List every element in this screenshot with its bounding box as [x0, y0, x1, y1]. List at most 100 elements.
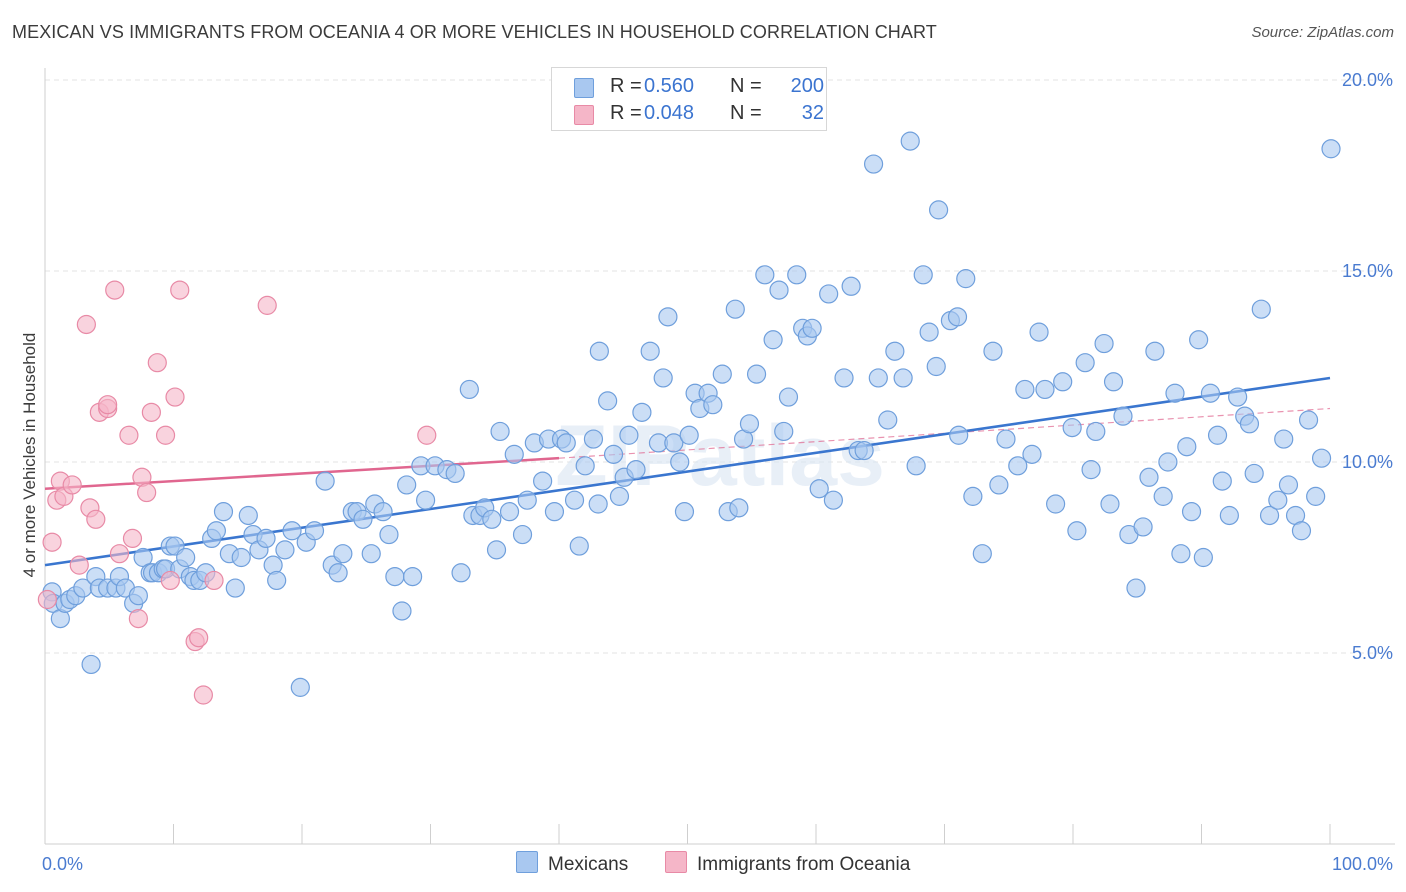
x-tick-label: 0.0%: [42, 854, 83, 874]
data-point: [1278, 475, 1299, 495]
data-point: [213, 502, 234, 522]
data-point: [170, 280, 190, 300]
data-point: [1015, 379, 1035, 400]
legend-n-label: N =: [730, 75, 762, 97]
data-point: [1139, 467, 1159, 487]
data-point: [926, 356, 946, 377]
data-point: [385, 566, 405, 587]
data-point: [778, 387, 799, 407]
data-point: [373, 502, 393, 522]
data-point: [445, 463, 465, 484]
data-point: [632, 402, 652, 422]
data-point: [397, 475, 417, 495]
data-point: [165, 387, 185, 407]
data-point: [141, 402, 161, 422]
data-point: [1306, 486, 1326, 506]
data-point: [1212, 471, 1232, 491]
data-point: [854, 440, 874, 461]
legend-n-label: N =: [730, 102, 762, 124]
data-point: [1274, 429, 1294, 449]
data-point: [841, 276, 861, 296]
data-point: [459, 379, 479, 400]
data-point: [225, 578, 245, 598]
data-point: [1081, 460, 1101, 480]
data-point: [755, 265, 775, 285]
data-point: [206, 521, 226, 541]
data-point: [1193, 547, 1213, 568]
legend-r-label: R =: [610, 102, 642, 124]
series-oceania: [37, 280, 437, 705]
y-tick-label: 10.0%: [1342, 452, 1393, 472]
data-point: [878, 410, 898, 430]
data-point: [1035, 379, 1055, 400]
data-point: [275, 540, 295, 560]
data-point: [76, 314, 96, 335]
data-point: [1075, 353, 1095, 373]
data-point: [1171, 544, 1191, 564]
data-point: [304, 521, 325, 541]
data-point: [155, 425, 176, 445]
data-point: [1228, 387, 1248, 407]
y-tick-labels: 5.0% 10.0% 15.0% 20.0%: [1342, 70, 1393, 663]
legend-swatch-pink: [574, 105, 594, 125]
data-point: [189, 628, 209, 648]
data-point: [490, 421, 510, 442]
data-point: [361, 544, 381, 564]
data-point: [147, 353, 167, 373]
data-point: [1244, 463, 1264, 484]
legend-r-label: R =: [610, 75, 642, 97]
data-point: [257, 295, 277, 315]
data-point: [119, 425, 139, 445]
y-tick-label: 5.0%: [1352, 643, 1393, 663]
data-point: [996, 429, 1016, 449]
data-point: [679, 425, 699, 445]
data-point: [86, 509, 106, 529]
data-point: [774, 421, 794, 442]
data-point: [658, 307, 678, 327]
data-point: [787, 265, 807, 285]
data-point: [1321, 139, 1341, 159]
data-point: [486, 540, 507, 560]
data-point: [1311, 448, 1332, 468]
data-point: [37, 589, 57, 610]
data-points: [37, 131, 1341, 705]
trend-line-oceania: [44, 456, 560, 490]
legend-swatch-blue: [574, 78, 594, 98]
data-point: [1200, 383, 1221, 403]
data-point: [868, 368, 888, 388]
data-point: [42, 532, 62, 552]
data-point: [499, 502, 520, 522]
data-point: [972, 544, 992, 564]
series-mexicans: [42, 131, 1341, 697]
data-point: [589, 341, 609, 361]
data-point: [1062, 418, 1082, 438]
data-point: [267, 570, 287, 591]
data-point: [1239, 414, 1260, 434]
data-point: [128, 609, 148, 629]
data-point: [725, 299, 745, 319]
data-point: [956, 269, 976, 289]
data-point: [575, 456, 595, 476]
data-point: [1008, 456, 1028, 476]
data-point: [544, 502, 565, 522]
axes: [44, 68, 1395, 845]
data-point: [290, 677, 310, 697]
data-point: [1251, 299, 1271, 319]
data-point: [983, 341, 1003, 361]
data-point: [282, 521, 302, 541]
bottom-legend-swatch-pink: [665, 851, 687, 873]
data-point: [949, 425, 969, 445]
data-point: [1165, 383, 1185, 403]
data-point: [664, 433, 684, 453]
trend-line-oceania-extension: [558, 407, 1331, 459]
bottom-legend-oceania: Immigrants from Oceania: [665, 851, 910, 876]
data-point: [1158, 452, 1178, 472]
data-point: [238, 505, 258, 526]
data-point: [105, 280, 125, 300]
data-point: [1133, 517, 1153, 537]
data-point: [333, 544, 353, 564]
data-point: [919, 322, 939, 342]
data-point: [1181, 502, 1202, 522]
data-point: [619, 425, 639, 445]
